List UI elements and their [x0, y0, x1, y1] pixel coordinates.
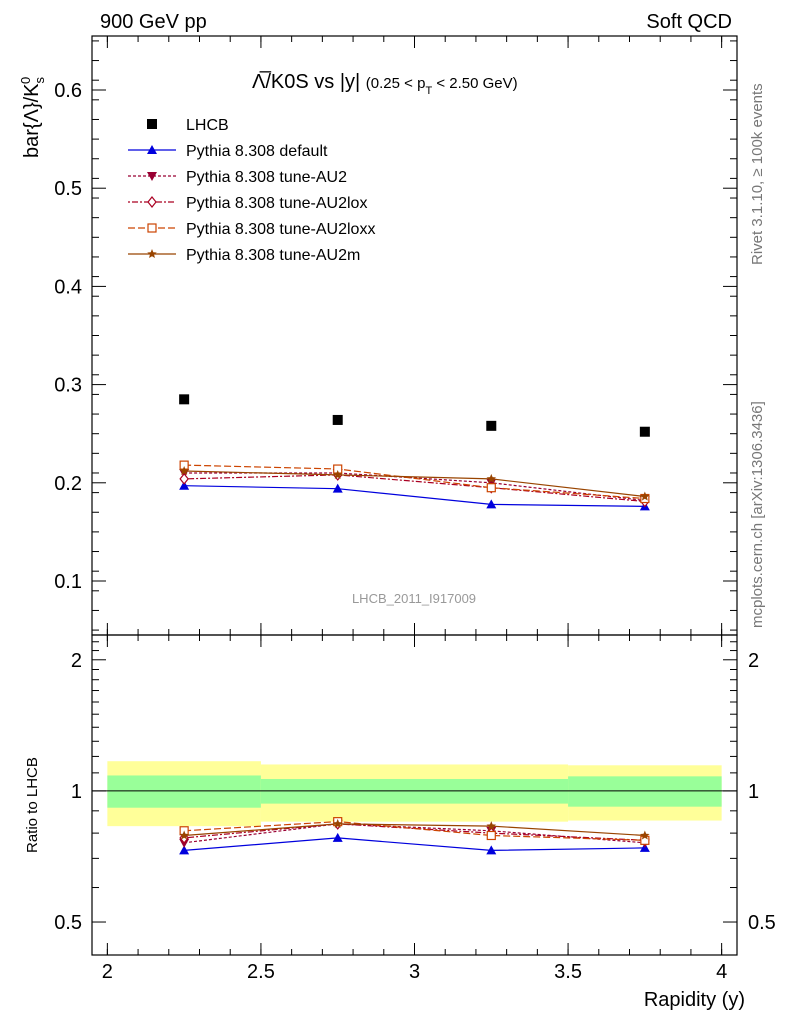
legend-marker — [147, 223, 157, 233]
x-tick-label: 2.5 — [247, 961, 275, 983]
y-tick-label: 0.1 — [54, 571, 82, 593]
ratio-y-tick-label: 1 — [71, 781, 82, 803]
axes: 2 2.5 3 3.5 4 0.1 0.2 0.3 0.4 0.5 0.6 0.5 0.5 1 1 2 2 — [54, 36, 776, 983]
y-tick-label: 0.3 — [54, 375, 82, 397]
ratio-y-tick-label-right: 1 — [748, 781, 759, 803]
series-point — [332, 469, 343, 479]
legend: LHCB Pythia 8.308 default Pythia 8.308 tun… — [128, 117, 375, 264]
analysis-label: LHCB_2011_I917009 — [352, 591, 476, 606]
series-point — [179, 480, 190, 490]
title-main: Λ̅/K0S vs |y| — [252, 70, 360, 93]
ratio-series-line — [184, 823, 645, 844]
series-point — [486, 483, 496, 493]
x-tick-label: 4 — [716, 961, 727, 983]
legend-label: Pythia 8.308 tune-AU2 — [186, 169, 347, 186]
legend-label: Pythia 8.308 tune-AU2loxx — [186, 221, 375, 238]
ratio-series-point — [486, 845, 497, 855]
ratio-band-stat — [107, 775, 261, 808]
series-line — [184, 464, 645, 500]
series-point — [486, 499, 497, 509]
header-right: Soft QCD — [646, 11, 732, 33]
title-sub-subscript: T — [425, 85, 432, 97]
legend-label: Pythia 8.308 tune-AU2lox — [186, 195, 367, 212]
ratio-series-line — [184, 820, 645, 841]
data-point — [179, 394, 190, 405]
data-point — [332, 414, 343, 425]
series-line — [184, 470, 645, 498]
ratio-series-point — [179, 845, 190, 855]
legend-label: Pythia 8.308 tune-AU2m — [186, 247, 360, 264]
data-points — [179, 394, 650, 437]
legend-marker — [147, 145, 157, 154]
x-axis-label: Rapidity (y) — [644, 989, 745, 1011]
x-tick-label: 3.5 — [554, 961, 582, 983]
ratio-series-line — [184, 823, 645, 837]
y-axis-label: bar{Λ}/Ks0 — [18, 76, 47, 158]
y-axis-label-sup: 0 — [18, 77, 33, 84]
data-point — [486, 420, 497, 431]
y-tick-label: 0.5 — [54, 178, 82, 200]
y-tick-label: 0.4 — [54, 276, 82, 298]
ratio-bands — [92, 761, 737, 827]
series-point — [332, 483, 343, 493]
ratio-series-point — [332, 818, 343, 828]
ratio-y-tick-label: 0.5 — [54, 912, 82, 934]
plot-title: Λ̅/K0S vs |y| (0.25 < pT < 2.50 GeV) — [252, 70, 518, 97]
series-point — [486, 473, 497, 483]
series-point — [179, 466, 189, 476]
legend-marker — [147, 172, 157, 181]
legend-marker — [147, 249, 157, 259]
rivet-label: Rivet 3.1.10, ≥ 100k events — [749, 83, 766, 265]
ratio-series-line — [184, 837, 645, 852]
x-tick-label: 2 — [102, 961, 113, 983]
ratio-series-line — [184, 823, 645, 841]
ratio-band-stat — [568, 776, 722, 807]
legend-label: LHCB — [186, 117, 229, 134]
header-left: 900 GeV pp — [100, 11, 207, 33]
x-tick-label: 3 — [409, 961, 420, 983]
series-point — [179, 472, 189, 485]
ratio-y-tick-label: 2 — [71, 650, 82, 672]
legend-label: Pythia 8.308 default — [186, 143, 328, 160]
ratio-y-tick-label-right: 0.5 — [748, 912, 776, 934]
mcplots-label: mcplots.cern.ch [arXiv:1306.3436] — [749, 401, 766, 628]
series-line — [184, 474, 645, 503]
svg-text:Λ̅/K0S vs |y| (0.25 <: Λ̅/K0S vs |y| (0.25 < pT < 2.50 GeV) — [252, 70, 518, 97]
series-line — [184, 485, 645, 507]
ratio-series-point — [179, 830, 189, 840]
ratio-series-point — [640, 830, 650, 840]
legend-marker — [147, 119, 157, 129]
ratio-series — [179, 817, 650, 855]
ratio-series-point — [332, 832, 343, 842]
y-tick-label: 0.2 — [54, 473, 82, 495]
ratio-y-axis-label: Ratio to LHCB — [24, 757, 41, 853]
data-point — [639, 426, 650, 437]
y-axis-label-main: bar{Λ}/K — [21, 83, 43, 158]
title-sub-suffix: < 2.50 GeV) — [432, 75, 517, 92]
ratio-series-point — [486, 821, 497, 831]
series-point — [640, 491, 650, 501]
legend-marker — [147, 196, 157, 208]
ratio-series-point — [486, 830, 496, 841]
y-tick-label: 0.6 — [54, 80, 82, 102]
ratio-y-tick-label-right: 2 — [748, 650, 759, 672]
title-sub-prefix: (0.25 < p — [366, 75, 426, 92]
y-axis-label-sub: s — [32, 76, 47, 83]
main-series — [179, 460, 650, 511]
